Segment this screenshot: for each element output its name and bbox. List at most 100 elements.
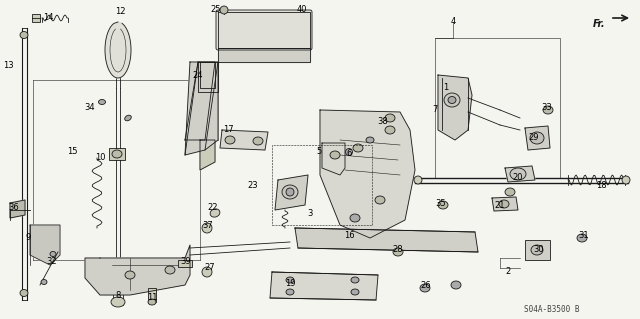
Bar — [435, 38, 560, 178]
Text: 33: 33 — [541, 103, 552, 113]
Text: 14: 14 — [43, 13, 53, 23]
Ellipse shape — [351, 289, 359, 295]
Text: 30: 30 — [534, 246, 544, 255]
Ellipse shape — [125, 271, 135, 279]
Ellipse shape — [393, 248, 403, 256]
Polygon shape — [492, 197, 518, 211]
Text: 7: 7 — [432, 106, 438, 115]
Ellipse shape — [438, 201, 448, 209]
Polygon shape — [185, 62, 218, 155]
Ellipse shape — [20, 290, 28, 296]
Text: 38: 38 — [378, 117, 388, 127]
Text: 19: 19 — [285, 278, 295, 287]
Text: 35: 35 — [436, 198, 446, 207]
Bar — [32, 14, 40, 22]
Polygon shape — [320, 110, 415, 238]
Ellipse shape — [202, 267, 212, 277]
Bar — [148, 288, 156, 302]
Text: 18: 18 — [596, 181, 606, 189]
Ellipse shape — [451, 281, 461, 289]
Ellipse shape — [41, 279, 47, 285]
Ellipse shape — [286, 188, 294, 196]
Ellipse shape — [253, 137, 263, 145]
Text: 12: 12 — [115, 8, 125, 17]
Ellipse shape — [125, 115, 131, 121]
Ellipse shape — [112, 150, 122, 158]
Polygon shape — [218, 48, 310, 62]
Ellipse shape — [286, 277, 294, 283]
Text: 10: 10 — [95, 153, 105, 162]
Ellipse shape — [530, 132, 544, 144]
Text: 17: 17 — [223, 125, 234, 135]
Polygon shape — [505, 166, 535, 182]
Text: 2: 2 — [506, 268, 511, 277]
Ellipse shape — [220, 6, 228, 14]
Ellipse shape — [622, 176, 630, 184]
Ellipse shape — [577, 234, 587, 242]
Polygon shape — [198, 62, 218, 92]
Ellipse shape — [414, 176, 422, 184]
Text: 13: 13 — [3, 61, 13, 70]
Text: 4: 4 — [451, 18, 456, 26]
Polygon shape — [200, 62, 215, 88]
Text: 21: 21 — [495, 201, 505, 210]
Text: 15: 15 — [67, 147, 77, 157]
Polygon shape — [438, 75, 472, 140]
Text: 34: 34 — [84, 103, 95, 113]
Polygon shape — [30, 225, 60, 265]
Text: 8: 8 — [115, 292, 121, 300]
Ellipse shape — [351, 277, 359, 283]
Bar — [178, 260, 192, 267]
Ellipse shape — [448, 97, 456, 103]
Polygon shape — [85, 245, 190, 295]
Polygon shape — [200, 140, 215, 170]
Ellipse shape — [350, 214, 360, 222]
Ellipse shape — [353, 144, 363, 152]
Text: 6: 6 — [346, 149, 352, 158]
Ellipse shape — [531, 245, 543, 255]
Text: 39: 39 — [180, 257, 191, 266]
Polygon shape — [525, 126, 550, 150]
Ellipse shape — [210, 209, 220, 217]
Text: 37: 37 — [203, 220, 213, 229]
Text: 23: 23 — [248, 181, 259, 189]
Ellipse shape — [385, 126, 395, 134]
Text: 3: 3 — [307, 209, 313, 218]
Text: 29: 29 — [529, 133, 540, 143]
Text: 26: 26 — [420, 280, 431, 290]
Ellipse shape — [20, 32, 28, 39]
Ellipse shape — [366, 137, 374, 143]
Polygon shape — [218, 12, 310, 48]
Text: 32: 32 — [47, 257, 58, 266]
Ellipse shape — [375, 196, 385, 204]
Ellipse shape — [543, 106, 553, 114]
Text: 1: 1 — [444, 84, 449, 93]
Text: 40: 40 — [297, 5, 307, 14]
Polygon shape — [322, 143, 345, 175]
Ellipse shape — [420, 284, 430, 292]
Polygon shape — [270, 272, 378, 300]
Ellipse shape — [148, 299, 156, 305]
Ellipse shape — [444, 93, 460, 107]
Polygon shape — [10, 200, 25, 218]
Text: 36: 36 — [8, 204, 19, 212]
Bar — [272, 145, 372, 225]
Text: S04A-B3500 B: S04A-B3500 B — [524, 306, 580, 315]
Polygon shape — [105, 22, 131, 78]
Polygon shape — [220, 130, 268, 150]
Ellipse shape — [286, 289, 294, 295]
Ellipse shape — [99, 100, 106, 105]
Ellipse shape — [510, 168, 526, 180]
Ellipse shape — [385, 114, 395, 122]
Polygon shape — [185, 62, 215, 140]
FancyBboxPatch shape — [216, 10, 312, 50]
Ellipse shape — [505, 188, 515, 196]
Text: Fr.: Fr. — [593, 19, 605, 29]
Bar — [109, 148, 125, 160]
Text: 20: 20 — [513, 174, 524, 182]
Polygon shape — [295, 228, 478, 252]
Ellipse shape — [165, 266, 175, 274]
Text: 9: 9 — [26, 234, 31, 242]
Ellipse shape — [499, 200, 509, 208]
Text: 16: 16 — [344, 231, 355, 240]
